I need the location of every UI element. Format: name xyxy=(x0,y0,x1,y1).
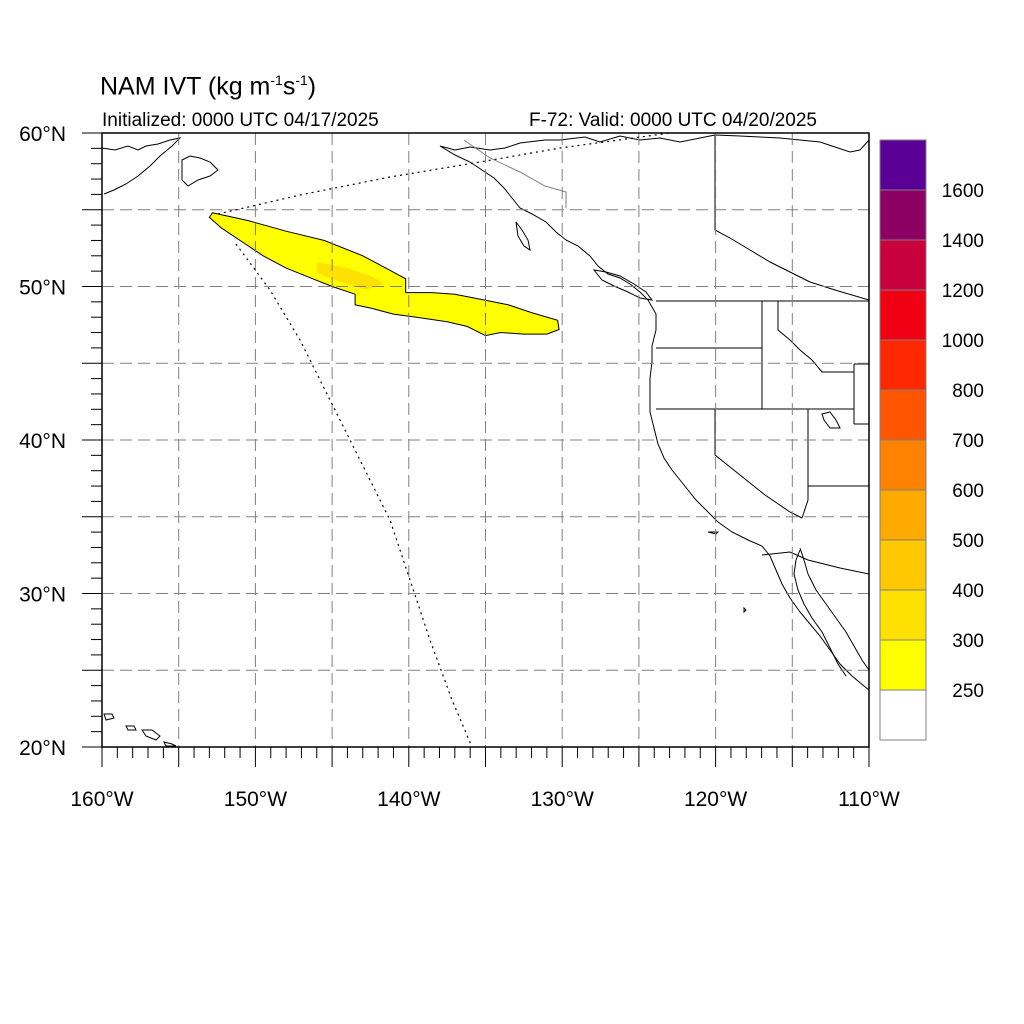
boundary-dotted-north xyxy=(217,132,671,215)
y-tick-label: 40°N xyxy=(19,430,66,453)
colorbar-swatch xyxy=(879,539,927,591)
colorbar-swatch xyxy=(879,589,927,641)
ivt-plume-250-300 xyxy=(208,212,560,337)
colorbar-label: 600 xyxy=(952,481,984,502)
colorbar-swatch xyxy=(879,339,927,391)
colorbar-label: 300 xyxy=(952,631,984,652)
valid-time: F-72: Valid: 0000 UTC 04/20/2025 xyxy=(529,110,817,131)
canada-us-border xyxy=(463,139,567,208)
colorbar-swatch xyxy=(879,489,927,541)
initialized-time: Initialized: 0000 UTC 04/17/2025 xyxy=(102,110,379,131)
axis-labels: 160°W 150°W 140°W 130°W 120°W 110°W 60°N 50°N 40… xyxy=(19,123,900,811)
lat-lon-grid xyxy=(102,133,869,747)
ivt-colorbar: 250 300 400 500 600 700 800 1000 1200 1400 1600 xyxy=(879,139,984,741)
colorbar-swatch xyxy=(879,289,927,341)
political-boundaries xyxy=(656,135,869,575)
colorbar-label: 1400 xyxy=(942,231,984,252)
y-tick-label: 30°N xyxy=(19,584,66,607)
boundary-dotted-west xyxy=(235,243,473,748)
x-tick-label: 160°W xyxy=(70,788,133,811)
x-tick-label: 120°W xyxy=(684,788,747,811)
map-title: NAM IVT (kg m-1s-1) xyxy=(100,72,317,101)
colorbar-label: 1200 xyxy=(942,281,984,302)
x-tick-label: 140°W xyxy=(377,788,440,811)
ivt-plume-300-400 xyxy=(316,261,385,290)
colorbar-label: 700 xyxy=(952,431,984,452)
y-tick-label: 20°N xyxy=(19,737,66,760)
colorbar-swatch xyxy=(879,389,927,441)
y-tick-label: 60°N xyxy=(19,123,66,146)
y-tick-label: 50°N xyxy=(19,277,66,300)
colorbar-label: 400 xyxy=(952,581,984,602)
colorbar-swatch xyxy=(879,139,927,191)
colorbar-label: 800 xyxy=(952,381,984,402)
colorbar-label: 500 xyxy=(952,531,984,552)
x-tick-label: 110°W xyxy=(838,788,900,811)
colorbar-swatch xyxy=(879,189,927,241)
colorbar-label: 1600 xyxy=(942,181,984,202)
x-tick-label: 150°W xyxy=(224,788,287,811)
axis-ticks xyxy=(82,132,870,767)
colorbar-swatch xyxy=(879,239,927,291)
x-tick-label: 130°W xyxy=(531,788,594,811)
colorbar-swatch xyxy=(879,439,927,491)
colorbar-swatch xyxy=(879,689,927,741)
colorbar-label: 250 xyxy=(952,681,984,702)
colorbar-swatch xyxy=(879,639,927,691)
coastlines xyxy=(102,134,869,747)
colorbar-label: 1000 xyxy=(942,331,984,352)
ivt-plume-layer xyxy=(208,212,560,337)
